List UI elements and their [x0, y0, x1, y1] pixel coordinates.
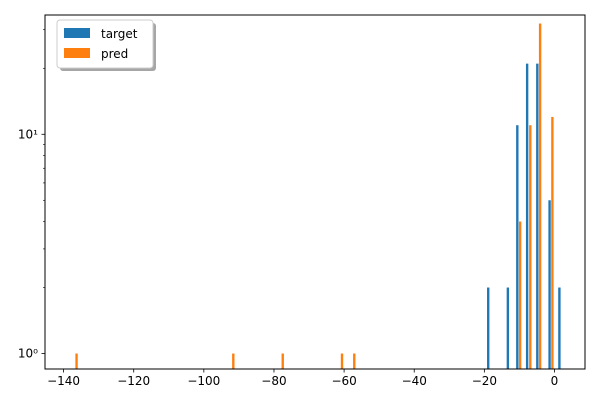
legend-label-target: target	[101, 27, 138, 41]
bar-pred-6	[529, 125, 532, 370]
x-tick-label: −40	[402, 374, 427, 388]
legend: target pred	[56, 19, 156, 71]
x-tick-label: −80	[261, 374, 286, 388]
legend-swatch-target	[64, 28, 90, 38]
bar-pred-5	[518, 221, 522, 369]
y-tick-label: 10¹	[18, 127, 38, 141]
legend-swatch-pred	[64, 48, 90, 58]
axes-frame	[44, 14, 586, 370]
bar-target-6	[558, 287, 561, 369]
bar-target-2	[516, 125, 519, 370]
bars-layer	[75, 23, 561, 370]
x-tick-label: −20	[472, 374, 497, 388]
x-tick-label: −60	[331, 374, 356, 388]
bar-target-3	[525, 63, 529, 369]
x-tick-label: 0	[551, 374, 559, 388]
bar-target-5	[548, 200, 551, 369]
x-tick-label: −100	[187, 374, 220, 388]
y-axis: 10⁰ 10¹	[18, 29, 45, 361]
bar-pred-1	[232, 353, 235, 369]
x-tick-label: −120	[117, 374, 150, 388]
bar-target-1	[506, 287, 510, 369]
bar-target-4	[536, 63, 539, 369]
x-tick-label: −140	[47, 374, 80, 388]
bar-pred-7	[538, 23, 542, 370]
legend-label-pred: pred	[101, 47, 128, 61]
bar-pred-2	[281, 353, 284, 369]
bar-pred-8	[551, 116, 554, 369]
bar-pred-0	[75, 353, 78, 369]
x-axis: −140 −120 −100 −80 −60 −40 −20 0	[47, 369, 558, 388]
y-tick-label: 10⁰	[18, 347, 38, 361]
bar-pred-4	[353, 353, 356, 369]
bar-target-0	[487, 287, 490, 369]
bar-pred-3	[340, 353, 344, 369]
